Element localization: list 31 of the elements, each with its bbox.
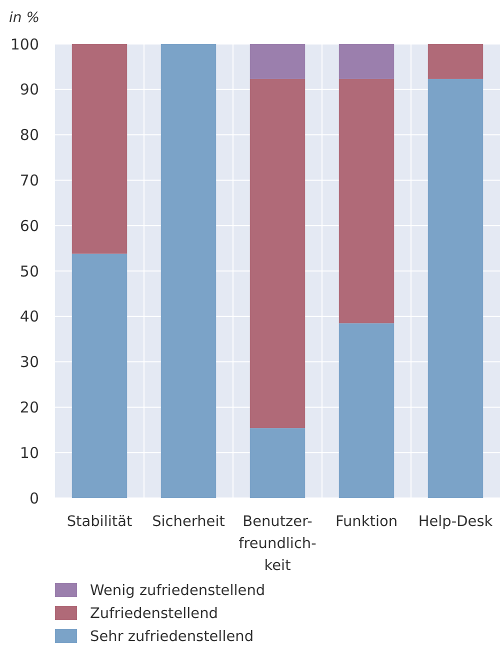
y-axis-title: in % <box>9 10 40 26</box>
bar <box>250 44 306 79</box>
bar <box>338 44 394 79</box>
bar <box>428 44 484 79</box>
y-tick-label: 90 <box>20 80 39 99</box>
y-tick-label: 70 <box>20 171 39 190</box>
bar <box>250 78 306 428</box>
x-tick-label: Help-Desk <box>418 514 494 530</box>
y-tick-label: 0 <box>29 489 39 508</box>
y-tick-label: 30 <box>20 353 39 372</box>
bar <box>250 428 306 498</box>
x-tick-label: Benutzer- freundlich- keit <box>238 514 316 574</box>
y-tick-label: 40 <box>20 308 39 326</box>
legend-label: Zufriedenstellend <box>90 606 218 622</box>
bar <box>428 78 484 498</box>
x-tick-label: Stabilität <box>66 514 132 530</box>
bar <box>72 254 128 498</box>
y-tick-label: 10 <box>20 444 39 462</box>
bar <box>72 44 128 254</box>
y-tick-label: 60 <box>20 216 39 235</box>
y-tick-label: 50 <box>20 262 39 280</box>
x-tick-label: Funktion <box>335 514 398 530</box>
x-tick-label: Sicherheit <box>152 514 226 530</box>
bar <box>160 44 216 498</box>
bar <box>338 323 394 498</box>
y-tick-label: 100 <box>10 35 39 54</box>
y-tick-label: 20 <box>20 398 39 416</box>
legend-label: Sehr zufriedenstellend <box>90 629 254 646</box>
bar <box>338 78 394 324</box>
y-tick-label: 80 <box>20 126 39 144</box>
legend-label: Wenig zufriedenstellend <box>90 583 266 600</box>
